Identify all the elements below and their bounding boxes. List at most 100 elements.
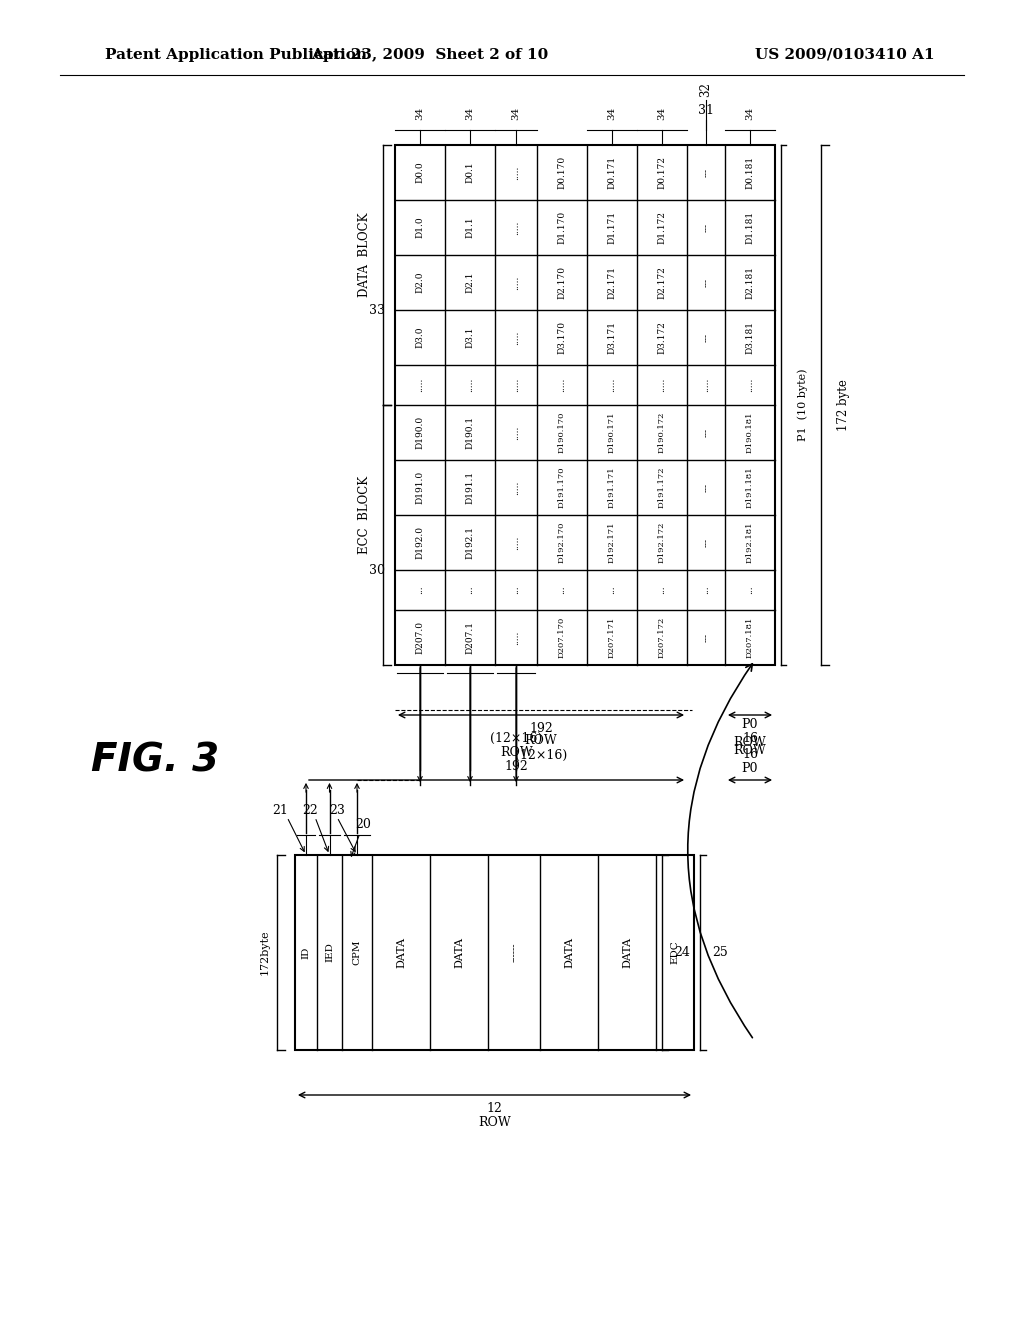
Text: ---: --- [701,168,711,177]
Text: ROW: ROW [733,735,766,748]
Text: D3.1: D3.1 [466,327,474,348]
Text: ---: --- [701,539,711,546]
Text: D207.170: D207.170 [558,616,566,659]
Text: D2.171: D2.171 [607,267,616,300]
Text: D190.171: D190.171 [608,412,616,453]
Text: (12×16): (12×16) [515,748,567,762]
Text: 34: 34 [607,107,616,120]
Text: D207.0: D207.0 [416,620,425,653]
Text: 24: 24 [674,946,690,960]
Text: .....: ..... [512,220,520,235]
Text: D207.181: D207.181 [746,616,754,659]
Text: 34: 34 [745,107,755,120]
Text: EDC: EDC [671,941,680,965]
Text: D1.181: D1.181 [745,211,755,244]
Bar [295,855,694,1049]
Text: 16: 16 [742,748,758,762]
Text: 25: 25 [712,946,728,960]
Text: ...: ... [607,586,616,594]
Text: D1.1: D1.1 [466,216,474,239]
Text: ...: ... [657,586,667,594]
Text: ---: --- [701,428,711,437]
Text: .....: ..... [512,425,520,440]
Text: .....: ..... [745,378,755,392]
Text: D1.0: D1.0 [416,216,425,239]
Text: P1  (10 byte): P1 (10 byte) [798,368,808,441]
Text: 192: 192 [529,722,553,735]
Text: P0: P0 [741,762,758,775]
Text: ...: ... [416,586,425,594]
Text: D0.171: D0.171 [607,156,616,189]
Text: ROW: ROW [478,1115,511,1129]
Text: ECC  BLOCK: ECC BLOCK [358,477,372,554]
Text: ...: ... [701,586,711,594]
Text: D191.170: D191.170 [558,467,566,508]
Text: .....: ..... [512,330,520,345]
Text: D3.170: D3.170 [557,321,566,354]
Text: ...: ... [745,586,755,594]
Text: DATA: DATA [622,937,632,968]
Text: D0.1: D0.1 [466,161,474,183]
Text: D0.172: D0.172 [657,156,667,189]
Text: D207.1: D207.1 [466,620,474,653]
Text: DATA: DATA [396,937,406,968]
Text: .....: ..... [512,378,520,392]
Text: .....: ..... [416,378,425,392]
Text: 34: 34 [466,107,474,120]
Text: D3.0: D3.0 [416,327,425,348]
Text: D191.172: D191.172 [658,467,666,508]
Text: D0.0: D0.0 [416,161,425,183]
Text: 34: 34 [512,107,520,120]
Text: 31: 31 [698,103,714,116]
Text: DATA  BLOCK: DATA BLOCK [358,213,372,297]
Text: 34: 34 [416,107,425,120]
Text: .....: ..... [512,480,520,495]
Text: ROW: ROW [500,747,532,759]
Text: D190.181: D190.181 [746,412,754,453]
Text: Patent Application Publication: Patent Application Publication [105,48,367,62]
Text: D190.1: D190.1 [466,416,474,449]
Text: DATA: DATA [454,937,464,968]
Text: ---: --- [701,223,711,232]
Text: D2.0: D2.0 [416,272,425,293]
Text: 192: 192 [505,759,528,772]
Text: D191.1: D191.1 [466,471,474,504]
Text: D2.172: D2.172 [657,267,667,298]
Text: ROW: ROW [524,734,557,747]
Text: D1.170: D1.170 [557,211,566,244]
Text: DATA: DATA [564,937,574,968]
Text: ROW: ROW [733,744,766,758]
Text: IED: IED [325,942,334,962]
Text: .....: ..... [557,378,566,392]
Text: D3.181: D3.181 [745,321,755,354]
Text: .....: ..... [607,378,616,392]
Text: D0.181: D0.181 [745,156,755,189]
Text: 172byte: 172byte [260,929,270,975]
Text: Apr. 23, 2009  Sheet 2 of 10: Apr. 23, 2009 Sheet 2 of 10 [311,48,549,62]
Text: D2.1: D2.1 [466,272,474,293]
Text: CPM: CPM [352,940,361,965]
Bar [395,145,775,665]
Text: D2.181: D2.181 [745,267,755,300]
Text: 16: 16 [742,731,758,744]
Text: ...: ... [512,586,520,594]
Text: ---: --- [701,483,711,492]
Text: 34: 34 [657,107,667,120]
Text: D191.0: D191.0 [416,471,425,504]
Text: .....: ..... [512,631,520,644]
Text: D192.1: D192.1 [466,525,474,558]
Text: D191.181: D191.181 [746,467,754,508]
Text: ---: --- [701,333,711,342]
Text: 21: 21 [272,804,288,817]
Text: .....: ..... [512,536,520,549]
Text: ...: ... [557,586,566,594]
Text: P0: P0 [741,718,758,731]
Text: ------: ------ [510,942,518,962]
Text: ---: --- [701,279,711,286]
Text: .....: ..... [466,378,474,392]
Text: US 2009/0103410 A1: US 2009/0103410 A1 [755,48,935,62]
Text: 12: 12 [486,1102,503,1115]
Text: D191.171: D191.171 [608,467,616,508]
Text: 33: 33 [369,304,385,317]
Text: 32: 32 [699,83,713,98]
